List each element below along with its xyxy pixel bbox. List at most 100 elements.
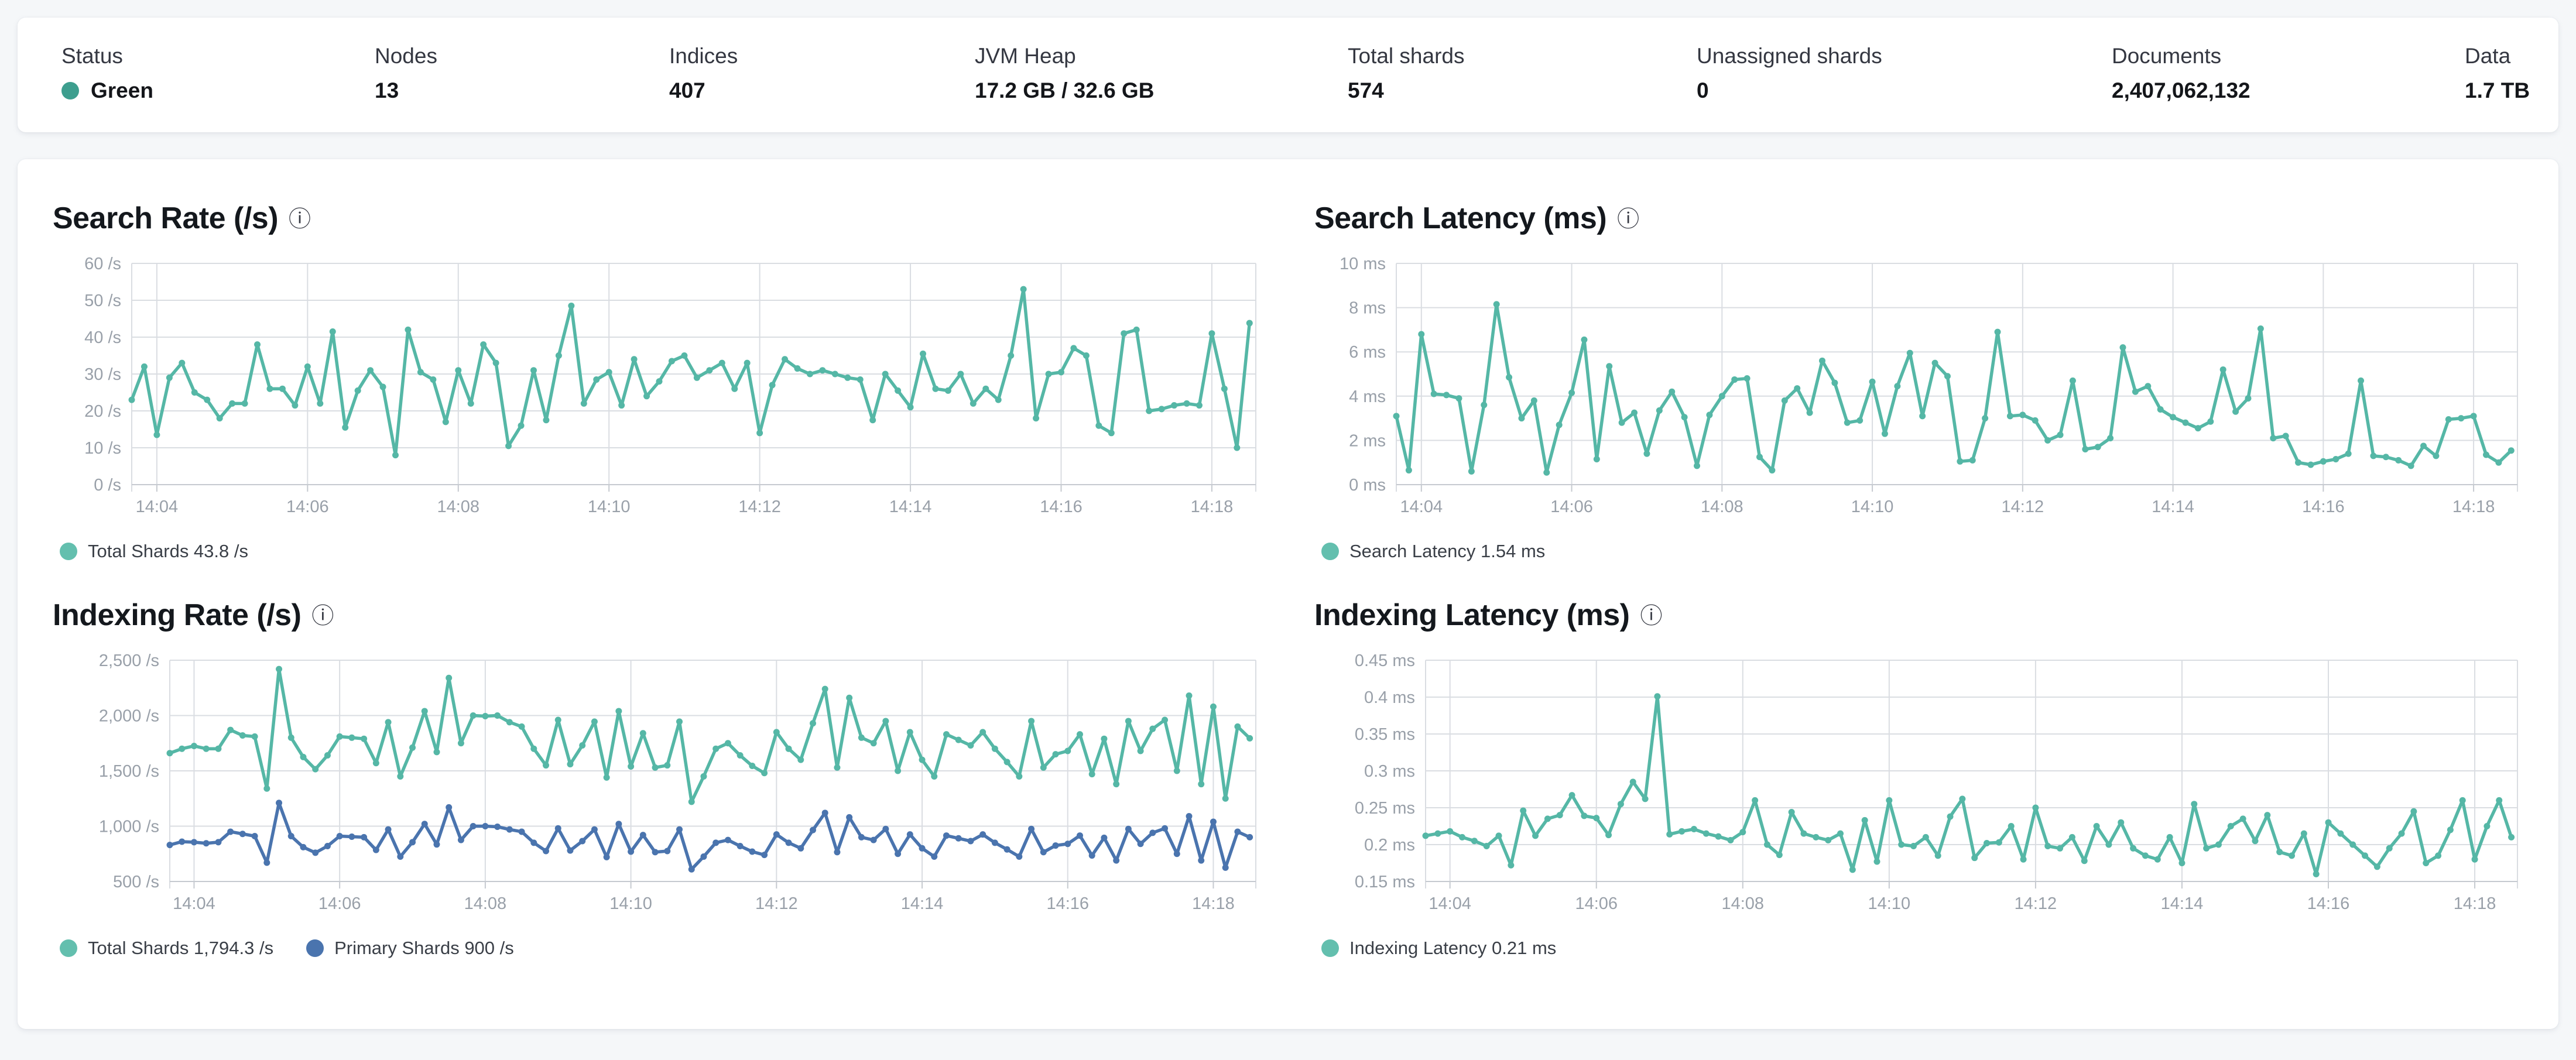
svg-text:2,000 /s: 2,000 /s <box>99 707 159 726</box>
legend-label: Search Latency 1.54 ms <box>1349 541 1546 561</box>
stat-status: Status Green <box>61 43 375 132</box>
stat-jvm-heap: JVM Heap 17.2 GB / 32.6 GB <box>975 43 1348 132</box>
stat-label: Indices <box>669 44 738 68</box>
svg-text:10 ms: 10 ms <box>1340 255 1386 273</box>
svg-text:30 /s: 30 /s <box>84 365 121 384</box>
metrics-panel: Search Rate (/s) ⓘ 0 /s 10 /s 20 /s 30 /s 40… <box>18 159 2558 1029</box>
svg-text:1,500 /s: 1,500 /s <box>99 762 159 781</box>
chart-title: Search Rate (/s) <box>53 201 279 235</box>
legend-dot-icon <box>60 543 77 560</box>
info-icon[interactable]: ⓘ <box>311 604 334 629</box>
legend-item[interactable]: Total Shards 43.8 /s <box>60 541 248 562</box>
svg-text:4 ms: 4 ms <box>1349 387 1386 406</box>
chart-legend: Search Latency 1.54 ms <box>1314 541 2523 562</box>
svg-text:1,000 /s: 1,000 /s <box>99 818 159 836</box>
info-icon[interactable]: ⓘ <box>289 207 311 232</box>
svg-text:2,500 /s: 2,500 /s <box>99 651 159 670</box>
info-icon[interactable]: ⓘ <box>1617 207 1640 232</box>
svg-text:14:04: 14:04 <box>173 894 215 913</box>
stat-data-size: Data 1.7 TB <box>2465 43 2541 132</box>
chart-legend: Indexing Latency 0.21 ms <box>1314 938 2523 959</box>
svg-text:14:14: 14:14 <box>2152 498 2194 516</box>
legend-item[interactable]: Primary Shards 900 /s <box>306 938 514 959</box>
stat-value: 17.2 GB / 32.6 GB <box>975 78 1155 102</box>
stat-value: 1.7 TB <box>2465 78 2530 102</box>
stat-value: 0 <box>1697 78 1709 102</box>
stat-label: Nodes <box>375 44 437 68</box>
stat-label: Unassigned shards <box>1697 44 1882 68</box>
legend-label: Indexing Latency 0.21 ms <box>1349 938 1557 958</box>
svg-text:14:18: 14:18 <box>2454 894 2496 913</box>
svg-text:14:12: 14:12 <box>755 894 798 913</box>
indexing-rate-chart[interactable]: 500 /s 1,000 /s 1,500 /s 2,000 /s 2,500 /s 14… <box>53 649 1262 924</box>
svg-text:14:10: 14:10 <box>1851 498 1894 516</box>
svg-text:14:14: 14:14 <box>2161 894 2204 913</box>
stat-total-shards: Total shards 574 <box>1348 43 1697 132</box>
svg-text:14:04: 14:04 <box>1400 498 1443 516</box>
stat-value: 407 <box>669 78 705 102</box>
svg-text:14:04: 14:04 <box>136 498 179 516</box>
svg-text:2 ms: 2 ms <box>1349 431 1386 450</box>
legend-item[interactable]: Search Latency 1.54 ms <box>1321 541 1545 562</box>
stat-label: Data <box>2465 44 2511 68</box>
chart-header: Search Rate (/s) ⓘ <box>53 200 1262 236</box>
svg-text:14:06: 14:06 <box>318 894 361 913</box>
svg-text:14:18: 14:18 <box>1192 894 1235 913</box>
search-rate-chart[interactable]: 0 /s 10 /s 20 /s 30 /s 40 /s 50 /s 60 /s 14:04 1… <box>53 252 1262 527</box>
stat-value: 574 <box>1348 78 1384 102</box>
info-icon[interactable]: ⓘ <box>1640 604 1663 629</box>
svg-text:14:16: 14:16 <box>2302 498 2345 516</box>
svg-text:14:06: 14:06 <box>1575 894 1618 913</box>
svg-text:14:08: 14:08 <box>464 894 507 913</box>
cluster-stats-bar: Status Green Nodes 13 Indices 407 JVM He… <box>18 18 2558 132</box>
health-status-dot-icon <box>61 82 79 100</box>
svg-text:14:16: 14:16 <box>1040 498 1083 516</box>
stat-label: JVM Heap <box>975 44 1076 68</box>
chart-header: Search Latency (ms) ⓘ <box>1314 200 2523 236</box>
chart-block-search-rate: Search Rate (/s) ⓘ 0 /s 10 /s 20 /s 30 /s 40… <box>53 200 1262 562</box>
svg-text:14:14: 14:14 <box>901 894 944 913</box>
legend-item[interactable]: Indexing Latency 0.21 ms <box>1321 938 1556 959</box>
svg-text:14:08: 14:08 <box>1721 894 1764 913</box>
svg-text:50 /s: 50 /s <box>84 291 121 310</box>
svg-text:14:18: 14:18 <box>2452 498 2495 516</box>
svg-text:0.15 ms: 0.15 ms <box>1355 873 1415 891</box>
svg-text:0.45 ms: 0.45 ms <box>1355 651 1415 670</box>
legend-label: Total Shards 1,794.3 /s <box>88 938 274 958</box>
stat-indices: Indices 407 <box>669 43 975 132</box>
stat-documents: Documents 2,407,062,132 <box>2112 43 2465 132</box>
svg-text:0 ms: 0 ms <box>1349 476 1386 495</box>
stat-nodes: Nodes 13 <box>375 43 669 132</box>
legend-dot-icon <box>1321 543 1339 560</box>
svg-text:14:16: 14:16 <box>1046 894 1089 913</box>
search-latency-chart[interactable]: 0 ms 2 ms 4 ms 6 ms 8 ms 10 ms 14:04 14:06 14:08… <box>1314 252 2523 527</box>
stat-label: Total shards <box>1348 44 1465 68</box>
indexing-latency-chart[interactable]: 0.15 ms 0.2 ms 0.25 ms 0.3 ms 0.35 ms 0.4 ms 0… <box>1314 649 2523 924</box>
legend-item[interactable]: Total Shards 1,794.3 /s <box>60 938 273 959</box>
chart-block-search-latency: Search Latency (ms) ⓘ 0 ms 2 ms 4 ms 6 ms 8 … <box>1314 200 2523 562</box>
svg-text:500 /s: 500 /s <box>113 873 159 891</box>
svg-text:0.25 ms: 0.25 ms <box>1355 799 1415 818</box>
chart-header: Indexing Rate (/s) ⓘ <box>53 597 1262 633</box>
svg-text:14:10: 14:10 <box>588 498 631 516</box>
legend-label: Total Shards 43.8 /s <box>88 541 248 561</box>
svg-text:0.2 ms: 0.2 ms <box>1364 836 1415 855</box>
chart-legend: Total Shards 43.8 /s <box>53 541 1262 562</box>
svg-text:8 ms: 8 ms <box>1349 299 1386 318</box>
svg-text:60 /s: 60 /s <box>84 255 121 273</box>
svg-text:40 /s: 40 /s <box>84 328 121 347</box>
svg-text:0 /s: 0 /s <box>94 476 121 495</box>
stat-value: 13 <box>375 78 399 102</box>
svg-text:0.3 ms: 0.3 ms <box>1364 762 1415 781</box>
svg-text:14:12: 14:12 <box>2015 894 2057 913</box>
svg-text:14:10: 14:10 <box>609 894 652 913</box>
chart-block-indexing-latency: Indexing Latency (ms) ⓘ 0.15 ms 0.2 ms 0.2… <box>1314 597 2523 959</box>
legend-dot-icon <box>1321 939 1339 957</box>
svg-text:10 /s: 10 /s <box>84 439 121 458</box>
svg-text:14:06: 14:06 <box>286 498 329 516</box>
svg-text:14:14: 14:14 <box>889 498 932 516</box>
stat-value: Green <box>61 77 375 104</box>
svg-text:14:16: 14:16 <box>2307 894 2350 913</box>
legend-label: Primary Shards 900 /s <box>334 938 514 958</box>
svg-text:0.35 ms: 0.35 ms <box>1355 725 1415 744</box>
